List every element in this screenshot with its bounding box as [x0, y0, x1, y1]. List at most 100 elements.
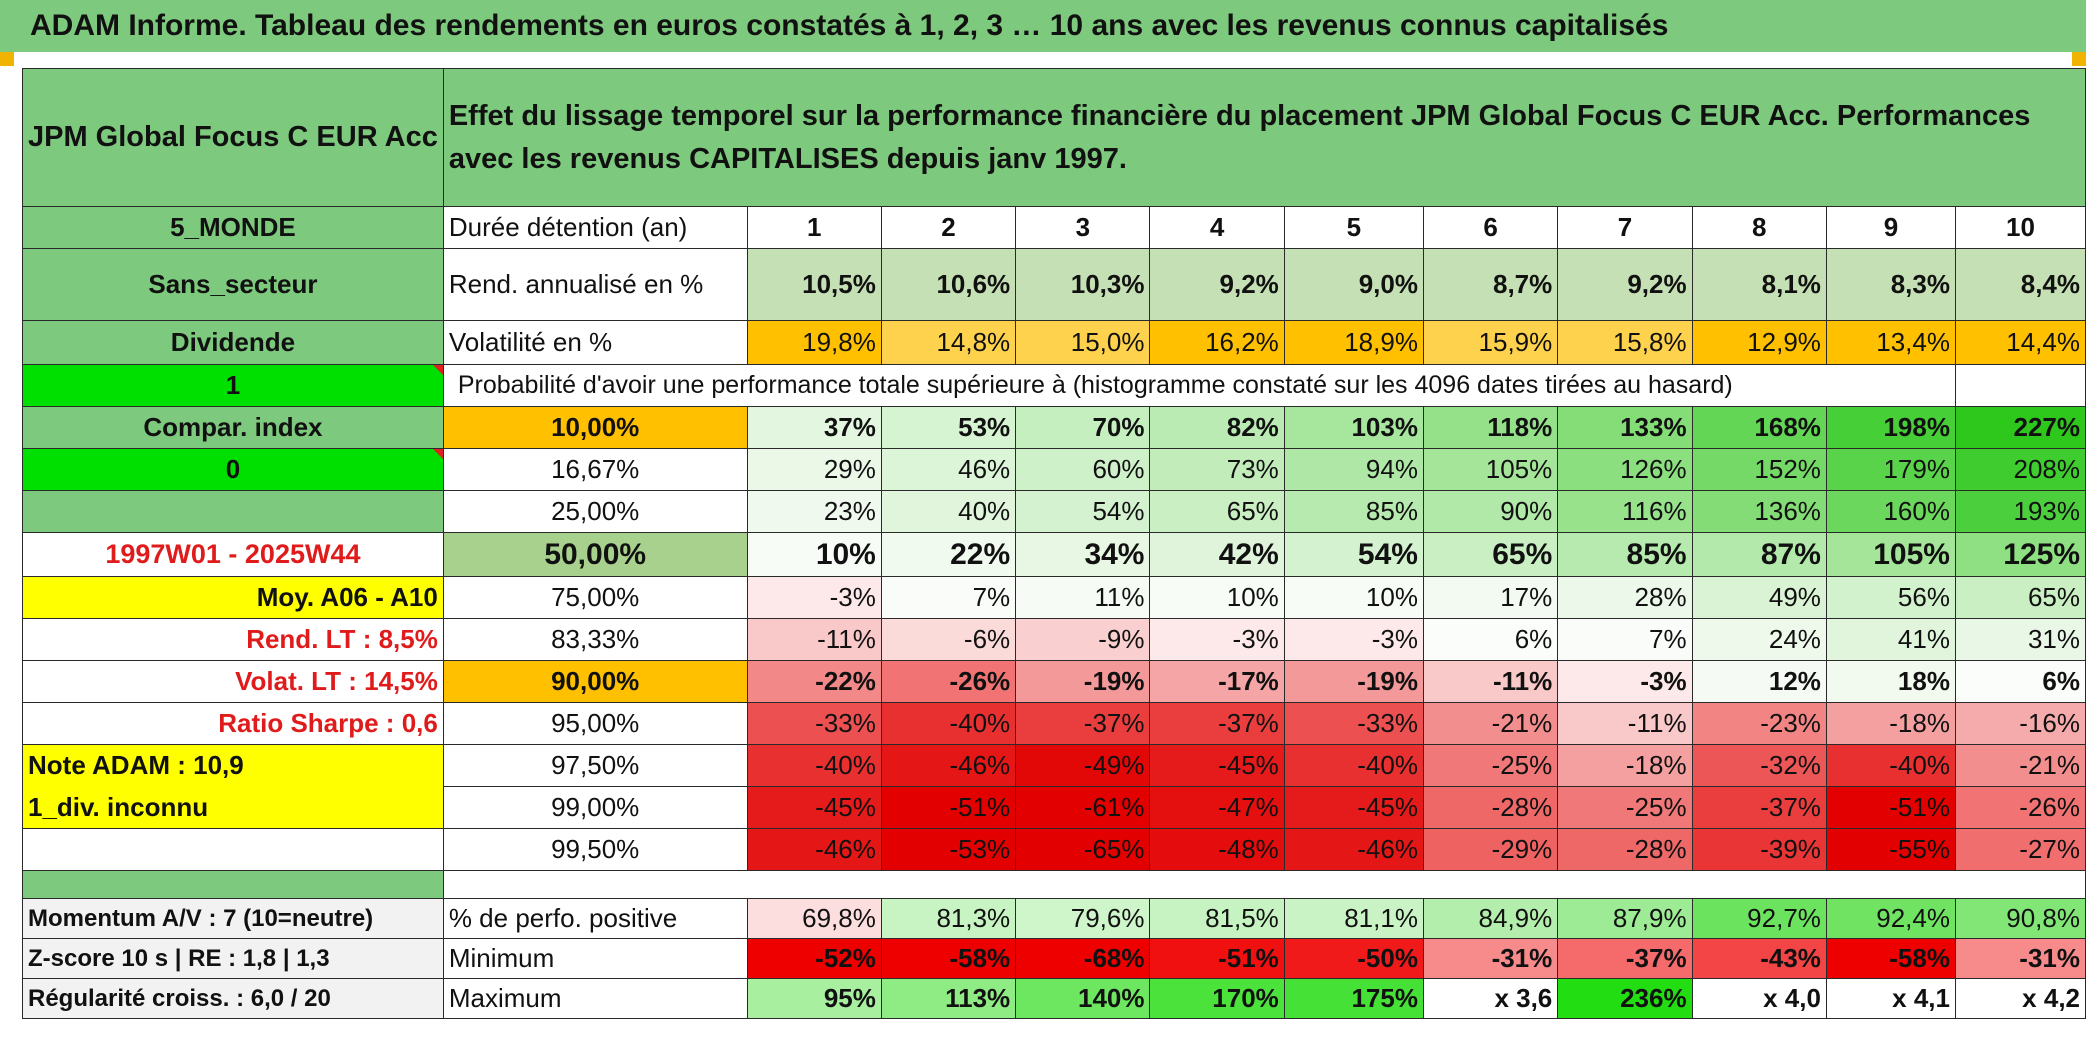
probability-cell: 22% — [880, 532, 1017, 577]
probability-cell: 85% — [1557, 532, 1693, 577]
probability-cell: -3% — [1557, 660, 1693, 703]
probability-cell: 126% — [1557, 448, 1693, 491]
annual-return-cell: 8,1% — [1691, 248, 1827, 321]
probability-cell: 65% — [1422, 532, 1559, 577]
probability-cell: -40% — [880, 702, 1017, 745]
long-term-volatility: Volat. LT : 14,5% — [22, 660, 444, 703]
probability-cell: 60% — [1015, 448, 1151, 491]
probability-cell: -17% — [1149, 660, 1285, 703]
year-header: 7 — [1557, 206, 1693, 249]
probability-cell: -40% — [746, 744, 882, 787]
volatility-cell: 14,4% — [1954, 320, 2086, 365]
annual-return-cell: 8,7% — [1422, 248, 1559, 321]
probability-cell: -37% — [1149, 702, 1285, 745]
bottom-metric-label: Maximum — [442, 978, 748, 1019]
bottom-metric-cell: x 3,6 — [1422, 978, 1559, 1019]
bottom-metric-cell: 92,4% — [1825, 898, 1956, 939]
probability-cell: 208% — [1954, 448, 2086, 491]
bottom-metric-cell: 92,7% — [1691, 898, 1827, 939]
probability-cell: 73% — [1149, 448, 1285, 491]
threshold-label: 83,33% — [442, 618, 748, 661]
selector-one[interactable]: 1 — [22, 364, 444, 407]
threshold-label: 25,00% — [442, 490, 748, 533]
unknown-dividend: 1_div. inconnu — [22, 786, 444, 829]
probability-cell: -21% — [1422, 702, 1559, 745]
probability-cell: -65% — [1015, 828, 1151, 871]
threshold-label: 99,50% — [442, 828, 748, 871]
probability-cell: -27% — [1954, 828, 2086, 871]
volatility-label: Volatilité en % — [442, 320, 748, 365]
bottom-metric-cell: 113% — [880, 978, 1017, 1019]
bottom-metric-cell: x 4,0 — [1691, 978, 1827, 1019]
probability-cell: 152% — [1691, 448, 1827, 491]
probability-cell: -9% — [1015, 618, 1151, 661]
probability-cell: -3% — [746, 576, 882, 619]
probability-cell: -29% — [1422, 828, 1559, 871]
year-header: 6 — [1422, 206, 1559, 249]
report-title: ADAM Informe. Tableau des rendements en … — [0, 0, 2086, 52]
year-header: 10 — [1954, 206, 2086, 249]
annual-return-cell: 10,5% — [746, 248, 882, 321]
probability-cell: -55% — [1825, 828, 1956, 871]
probability-cell: 85% — [1283, 490, 1424, 533]
bottom-indicator-label: Régularité croiss. : 6,0 / 20 — [22, 978, 444, 1019]
probability-cell: -46% — [880, 744, 1017, 787]
probability-cell: -46% — [746, 828, 882, 871]
probability-cell: 105% — [1825, 532, 1956, 577]
bottom-metric-cell: -52% — [746, 938, 882, 979]
bottom-metric-label: % de perfo. positive — [442, 898, 748, 939]
selector-zero[interactable]: 0 — [22, 448, 444, 491]
probability-cell: 6% — [1422, 618, 1559, 661]
bottom-metric-cell: 81,1% — [1283, 898, 1424, 939]
probability-cell: 198% — [1825, 406, 1956, 449]
probability-cell: 10% — [1149, 576, 1285, 619]
probability-cell: -16% — [1954, 702, 2086, 745]
probability-cell: -11% — [1557, 702, 1693, 745]
probability-cell: -11% — [1422, 660, 1559, 703]
probability-cell: 168% — [1691, 406, 1827, 449]
threshold-label: 97,50% — [442, 744, 748, 787]
volatility-cell: 15,8% — [1557, 320, 1693, 365]
spacer-green — [22, 870, 444, 899]
probability-cell: 23% — [746, 490, 882, 533]
bottom-metric-cell: -51% — [1149, 938, 1285, 979]
bottom-metric-cell: -31% — [1422, 938, 1559, 979]
probability-cell: -61% — [1015, 786, 1151, 829]
holding-duration-label: Durée détention (an) — [442, 206, 748, 249]
period-label: 1997W01 - 2025W44 — [22, 532, 444, 577]
bottom-metric-cell: -37% — [1557, 938, 1693, 979]
probability-cell: -39% — [1691, 828, 1827, 871]
probability-cell: -6% — [880, 618, 1017, 661]
bottom-metric-cell: 79,6% — [1015, 898, 1151, 939]
zone-label: 5_MONDE — [22, 206, 444, 249]
annual-return-cell: 9,2% — [1557, 248, 1693, 321]
volatility-cell: 15,0% — [1015, 320, 1151, 365]
probability-cell: 54% — [1283, 532, 1424, 577]
dividend-label: Dividende — [22, 320, 444, 365]
probability-cell: -37% — [1691, 786, 1827, 829]
compar-index-label: Compar. index — [22, 406, 444, 449]
probability-cell: -40% — [1825, 744, 1956, 787]
probability-cell: 10% — [1283, 576, 1424, 619]
volatility-cell: 14,8% — [880, 320, 1017, 365]
bottom-metric-cell: x 4,1 — [1825, 978, 1956, 1019]
bottom-metric-cell: 90,8% — [1954, 898, 2086, 939]
year-header: 9 — [1825, 206, 1956, 249]
volatility-cell: 16,2% — [1149, 320, 1285, 365]
probability-cell: -47% — [1149, 786, 1285, 829]
probability-cell: 94% — [1283, 448, 1424, 491]
probability-cell: 42% — [1149, 532, 1285, 577]
probability-cell: 70% — [1015, 406, 1151, 449]
empty-cell — [22, 828, 444, 871]
annual-return-cell: 10,6% — [880, 248, 1017, 321]
bottom-metric-cell: -50% — [1283, 938, 1424, 979]
annual-return-cell: 8,3% — [1825, 248, 1956, 321]
probability-cell: 12% — [1691, 660, 1827, 703]
probability-cell: -33% — [1283, 702, 1424, 745]
returns-table: JPM Global Focus C EUR Acc Effet du liss… — [22, 68, 2086, 1019]
annual-return-label: Rend. annualisé en % — [442, 248, 748, 321]
probability-cell: 179% — [1825, 448, 1956, 491]
probability-cell: -21% — [1954, 744, 2086, 787]
bottom-metric-cell: 81,5% — [1149, 898, 1285, 939]
probability-cell: -51% — [1825, 786, 1956, 829]
